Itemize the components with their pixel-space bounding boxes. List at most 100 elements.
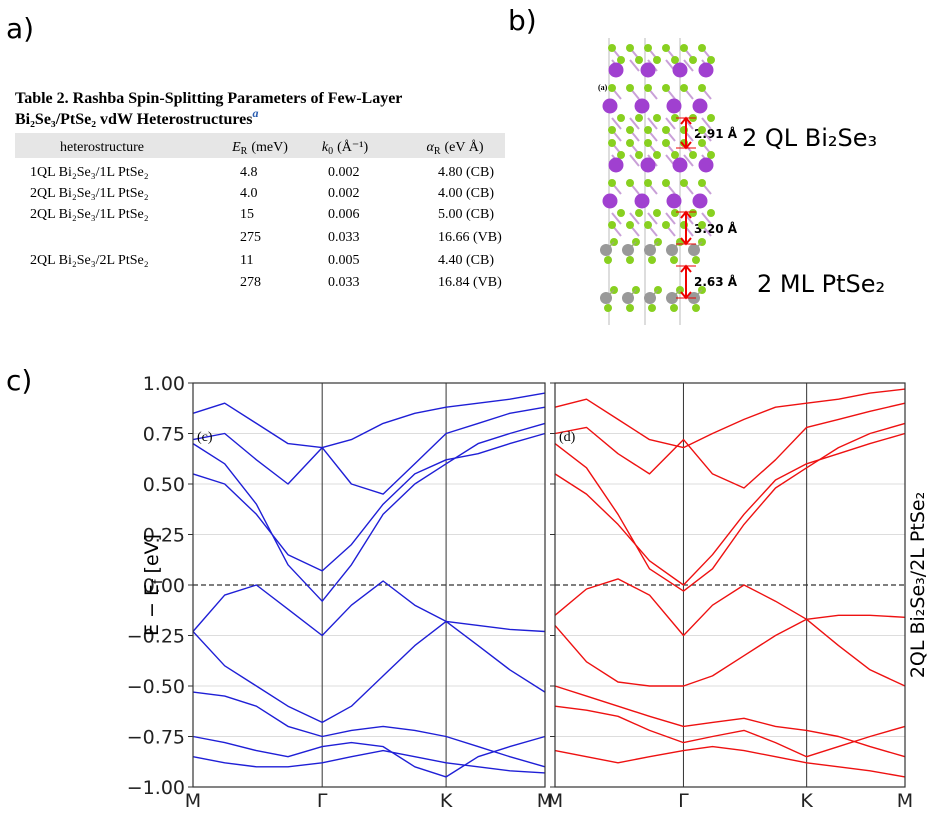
se-atom [604,304,612,312]
table-cell: 2QL Bi₂Se₃/2L PtSe₂ [30,253,149,268]
se-atom [662,44,670,52]
se-atom [680,179,688,187]
table-cell: 0.033 [328,230,360,245]
table-cell: 0.006 [328,207,360,222]
axes-frame [192,382,546,788]
table-cell: 2QL Bi₂Se₃/1L PtSe₂ [30,186,149,201]
band [554,388,906,449]
se-atom [692,304,700,312]
band [192,406,546,495]
bi-atom [666,98,682,114]
h-sub: R [434,146,441,157]
se-atom [644,221,652,229]
se-atom [653,209,661,217]
yl-main: E − E [141,584,163,636]
se-atom [698,44,706,52]
table-cell: 15 [240,207,254,222]
se-atom [608,139,616,147]
se-atom [626,179,634,187]
band [554,705,906,758]
bond [647,117,658,130]
table-cell: 4.00 (CB) [438,186,494,201]
bond [683,154,694,167]
table-cell: 275 [240,230,261,245]
header-band [15,133,505,158]
y-tick-label: 0.50 [143,474,185,496]
se-atom [653,151,661,159]
y-tick-label: −1.00 [127,777,185,799]
y-tick-label: 0.00 [143,575,185,597]
se-atom [671,151,679,159]
x-tick-label: K [440,790,453,812]
bond [629,117,640,130]
se-atom [626,44,634,52]
y-tick-label: −0.75 [127,727,185,749]
h-sub: R [241,146,248,157]
panel-label: b) [508,4,537,37]
se-atom [608,84,616,92]
se-atom [617,209,625,217]
se-atom [671,114,679,122]
se-atom [604,256,612,264]
x-tick-label: M [897,790,913,812]
bi-atom [672,157,688,173]
header: ER (meV) [231,140,288,157]
se-atom [653,56,661,64]
panel-label: a) [6,12,34,45]
table-cell: 0.002 [328,165,360,180]
pt-atom [600,244,612,256]
table-cell: 0.033 [328,275,360,290]
panel-label: (c) [197,430,213,445]
y-axis-label: E − Ef [eV] [141,534,166,636]
band-panel: −1.00 −0.75 −0.50 −0.25 0.00 0.25 0.50 0.75 1.00… [127,373,553,812]
bi-atom [698,157,714,173]
table-body: 1QL Bi₂Se₃/1L PtSe₂ 4.8 0.002 4.80 (CB) 2QL … [30,165,502,290]
se-atom [648,304,656,312]
bi-atom [602,98,618,114]
title-text: Bi₂Se₃/PtSe₂ vdW Heterostructures [15,111,252,128]
band-panel: M Γ K M (d) [547,382,913,812]
layer-label: 2 ML PtSe₂ [757,270,885,298]
x-tick-label: M [185,790,201,812]
side-label: 2QL Bi₂Se₃/2L PtSe₂ [907,492,929,678]
se-atom [644,126,652,134]
se-atom [608,126,616,134]
se-atom [617,114,625,122]
bi-atom [672,62,688,78]
layer-label: 2 QL Bi₂Se₃ [742,124,877,152]
se-atom [648,256,656,264]
se-atom [689,209,697,217]
se-atom [617,151,625,159]
se-atom [635,209,643,217]
band [192,620,546,724]
x-tick-label: M [547,790,563,812]
se-atom [644,84,652,92]
distance: 2.63 Å [694,274,738,289]
bond [647,212,658,225]
table-cell: 0.005 [328,253,360,268]
inset-label: (a) [598,83,608,92]
bond [683,59,694,72]
se-atom [671,56,679,64]
table-title: Table 2. Rashba Spin-Splitting Parameter… [15,90,402,107]
se-atom [662,179,670,187]
h-sym: k [322,140,329,155]
bi-atom [608,157,624,173]
se-atom [689,56,697,64]
panel-label: (d) [559,430,576,445]
se-atom [662,221,670,229]
bond [629,212,640,225]
se-atom [692,256,700,264]
table-cell: 5.00 (CB) [438,207,494,222]
bi-atom [692,98,708,114]
pt-atom [644,292,656,304]
band [554,422,906,592]
band [192,392,546,449]
y-tick-label: 0.75 [143,424,185,446]
y-tick-label: 0.25 [143,525,185,547]
se-atom [662,126,670,134]
bond [629,59,640,72]
bond [701,117,712,130]
table: Table 2. Rashba Spin-Splitting Parameter… [15,90,505,290]
